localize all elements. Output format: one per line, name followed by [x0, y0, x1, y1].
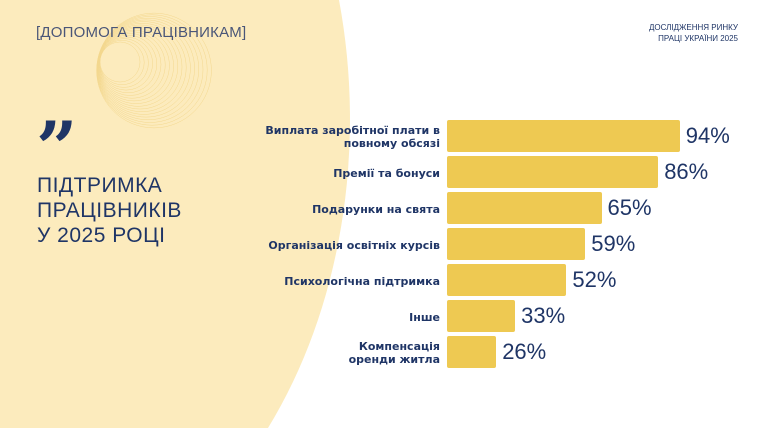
category-label-line: повному обсязі — [343, 137, 440, 150]
data-label: 52% — [572, 267, 617, 292]
data-label: 94% — [685, 123, 730, 148]
headline-line: ПРАЦІВНИКІВ — [37, 199, 182, 222]
bar — [447, 120, 680, 152]
background-circle — [0, 0, 350, 428]
bar — [447, 156, 659, 188]
decorative-ring — [96, 12, 212, 129]
headline-line: ПІДТРИМКА — [37, 174, 163, 197]
bar — [447, 192, 602, 224]
headline: ПІДТРИМКА ПРАЦІВНИКІВ У 2025 РОЦІ — [37, 173, 182, 248]
category-label-line: Премії та бонуси — [333, 166, 440, 180]
category-label: Премії та бонуси — [333, 167, 440, 180]
data-label: 26% — [502, 339, 547, 364]
category-label-line: Компенсація — [358, 340, 440, 353]
data-label: 59% — [591, 231, 636, 256]
data-label: 65% — [607, 195, 652, 220]
category-label: Виплата заробітної плати в повному обсязі — [265, 124, 440, 150]
section-label: [ДОПОМОГА ПРАЦІВНИКАМ] — [36, 24, 247, 41]
category-label-line: Інше — [409, 310, 440, 324]
category-label: Психологічна підтримка — [284, 275, 440, 288]
quote-icon: ” — [36, 105, 78, 190]
category-label-line: Подарунки на свята — [312, 202, 440, 216]
report-title-line: ДОСЛІДЖЕННЯ РИНКУ — [648, 23, 738, 32]
category-label-line: Організація освітніх курсів — [268, 238, 440, 252]
bar — [447, 300, 516, 332]
background-decoration — [0, 0, 350, 428]
data-label: 33% — [521, 303, 566, 328]
bar — [447, 228, 586, 260]
report-title-line: ПРАЦІ УКРАЇНИ 2025 — [658, 34, 738, 43]
category-label-line: Психологічна підтримка — [284, 274, 440, 288]
category-label: Організація освітніх курсів — [268, 239, 440, 252]
category-label: Інше — [409, 311, 440, 324]
bar-chart: Виплата заробітної плати в повному обсязі… — [0, 0, 730, 368]
data-label: 86% — [664, 159, 709, 184]
bar — [447, 336, 497, 368]
bar — [447, 264, 567, 296]
category-label-line: оренди житла — [348, 353, 440, 366]
report-title: ДОСЛІДЖЕННЯ РИНКУ ПРАЦІ УКРАЇНИ 2025 — [649, 22, 738, 44]
category-label-line: Виплата заробітної плати в — [265, 124, 440, 137]
category-label: Компенсація оренди житла — [349, 340, 440, 366]
line-art-decoration — [96, 12, 212, 129]
category-label: Подарунки на свята — [312, 203, 440, 216]
headline-line: У 2025 РОЦІ — [37, 224, 166, 247]
